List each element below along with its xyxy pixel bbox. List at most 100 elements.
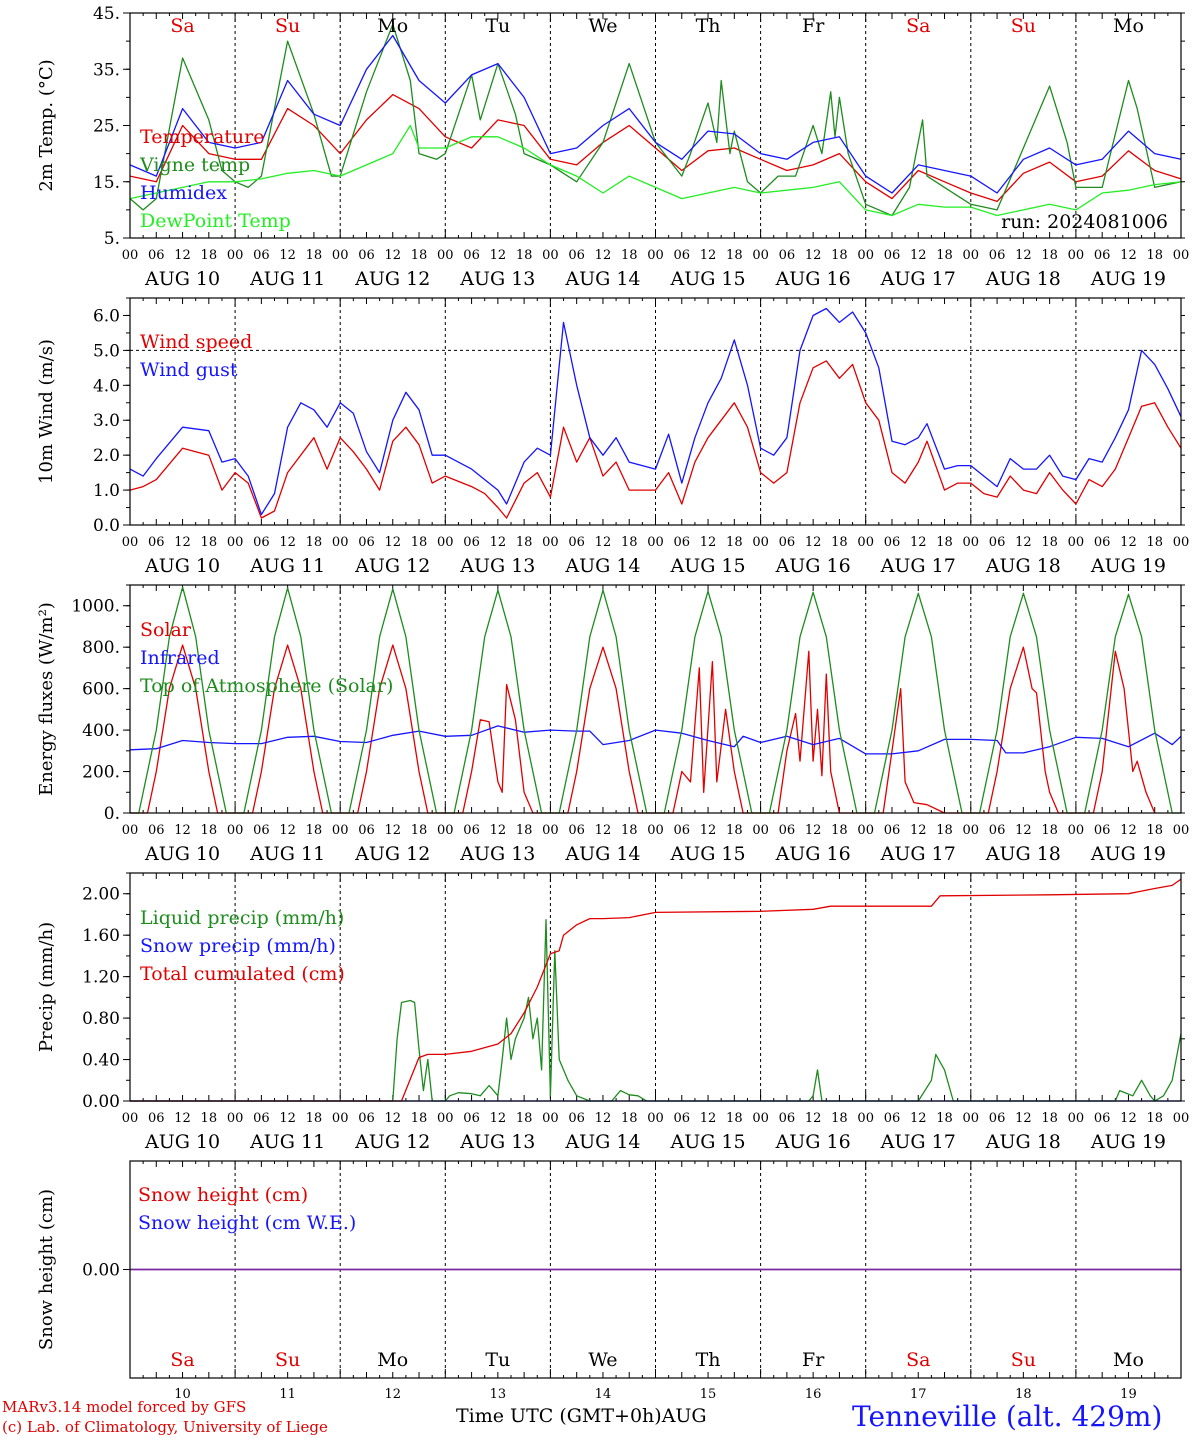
day-number-label: 12	[384, 1387, 401, 1402]
hour-tick-label: 12	[910, 823, 927, 838]
date-label: AUG 17	[880, 555, 956, 577]
hour-tick-label: 18	[936, 1111, 953, 1126]
series-line-wind-gust	[129, 307, 1182, 516]
date-label: AUG 16	[775, 268, 851, 290]
hour-tick-label: 18	[306, 535, 323, 550]
hour-tick-label: 00	[227, 535, 244, 550]
y-tick-label: 0.0	[93, 516, 120, 536]
hour-tick-label: 06	[358, 248, 375, 263]
date-label: AUG 15	[669, 555, 745, 577]
hour-tick-label: 18	[621, 535, 638, 550]
date-label: AUG 19	[1090, 555, 1166, 577]
hour-tick-label: 18	[726, 248, 743, 263]
hour-tick-label: 12	[910, 1111, 927, 1126]
hour-tick-label: 18	[936, 823, 953, 838]
hour-tick-label: 06	[779, 535, 796, 550]
y-axis-title: Energy fluxes (W/m²)	[36, 602, 57, 796]
hour-tick-label: 06	[253, 535, 270, 550]
hour-tick-label: 00	[752, 535, 769, 550]
hour-tick-label: 00	[963, 248, 980, 263]
hour-tick-label: 00	[752, 823, 769, 838]
hour-tick-label: 00	[332, 1111, 349, 1126]
hour-tick-label: 18	[831, 535, 848, 550]
series-line-dewpoint-temp	[129, 124, 1182, 217]
hour-tick-label: 12	[805, 535, 822, 550]
hour-tick-label: 06	[674, 823, 691, 838]
copyright-line: (c) Lab. of Climatology, University of L…	[2, 1418, 328, 1436]
legend-snow-height-cm-w-e: Snow height (cm W.E.)	[138, 1212, 356, 1234]
hour-tick-label: 12	[279, 535, 296, 550]
date-label: AUG 13	[459, 1131, 535, 1153]
day-number-label: 18	[1015, 1387, 1032, 1402]
legend-vigne-temp: Vigne temp	[139, 154, 250, 176]
hour-tick-label: 06	[463, 535, 480, 550]
hour-tick-label: 12	[910, 248, 927, 263]
hour-tick-label: 18	[1041, 535, 1058, 550]
hour-tick-label: 06	[148, 1111, 165, 1126]
date-label: AUG 14	[564, 843, 640, 865]
hour-tick-label: 12	[1015, 535, 1032, 550]
weekday-label-bottom: Su	[275, 1349, 300, 1371]
hour-tick-label: 18	[1041, 1111, 1058, 1126]
date-label: AUG 18	[985, 843, 1061, 865]
hour-tick-label: 00	[542, 1111, 559, 1126]
hour-tick-label: 18	[831, 823, 848, 838]
hour-tick-label: 18	[516, 823, 533, 838]
weekday-label-top: We	[588, 15, 617, 37]
legend-snow-precip-mm-h: Snow precip (mm/h)	[140, 935, 336, 957]
date-label: AUG 13	[459, 268, 535, 290]
date-label: AUG 19	[1090, 268, 1166, 290]
y-tick-label: 35.	[93, 60, 120, 80]
hour-tick-label: 18	[411, 535, 428, 550]
hour-tick-label: 00	[1173, 1111, 1190, 1126]
y-axis-title: Snow height (cm)	[36, 1189, 57, 1350]
hour-tick-label: 06	[779, 823, 796, 838]
y-tick-label: 5.0	[93, 341, 120, 361]
hour-tick-label: 18	[1146, 823, 1163, 838]
date-label: AUG 13	[459, 555, 535, 577]
hour-tick-label: 00	[1173, 535, 1190, 550]
legend-snow-height-cm: Snow height (cm)	[138, 1184, 308, 1206]
hour-tick-label: 12	[174, 248, 191, 263]
legend-infrared: Infrared	[140, 647, 220, 669]
date-label: AUG 15	[669, 843, 745, 865]
hour-tick-label: 00	[647, 535, 664, 550]
y-tick-label: 25.	[93, 117, 120, 137]
day-number-label: 17	[910, 1387, 927, 1402]
hour-tick-label: 18	[1041, 823, 1058, 838]
weekday-label-top: Mo	[1113, 15, 1144, 37]
hour-tick-label: 18	[621, 248, 638, 263]
hour-tick-label: 18	[411, 248, 428, 263]
y-tick-label: 0.00	[82, 1092, 120, 1112]
hour-tick-label: 12	[1120, 535, 1137, 550]
weekday-label-bottom: Su	[1011, 1349, 1036, 1371]
hour-tick-label: 12	[279, 823, 296, 838]
hour-tick-label: 18	[1146, 248, 1163, 263]
hour-tick-label: 06	[779, 248, 796, 263]
series-line-humidex	[129, 34, 1182, 194]
series-line-wind-speed	[129, 360, 1182, 519]
legend-dewpoint-temp: DewPoint Temp	[140, 210, 291, 232]
hour-tick-label: 00	[1173, 823, 1190, 838]
hour-tick-label: 00	[1068, 823, 1085, 838]
hour-tick-label: 12	[174, 535, 191, 550]
weekday-label-top: Tu	[485, 15, 510, 37]
date-label: AUG 18	[985, 1131, 1061, 1153]
hour-tick-label: 00	[647, 248, 664, 263]
hour-tick-label: 00	[437, 535, 454, 550]
hour-tick-label: 00	[857, 823, 874, 838]
hour-tick-label: 06	[884, 823, 901, 838]
hour-tick-label: 00	[122, 1111, 139, 1126]
y-axis-title: 10m Wind (m/s)	[36, 339, 57, 484]
hour-tick-label: 00	[963, 823, 980, 838]
date-label: AUG 10	[144, 268, 220, 290]
date-label: AUG 13	[459, 843, 535, 865]
y-axis-title: 2m Temp. (°C)	[36, 59, 57, 191]
date-label: AUG 10	[144, 843, 220, 865]
day-number-label: 15	[700, 1387, 717, 1402]
y-tick-label: 3.0	[93, 411, 120, 431]
hour-tick-label: 18	[201, 535, 218, 550]
y-tick-label: 15.	[93, 173, 120, 193]
date-label: AUG 12	[354, 555, 430, 577]
hour-tick-label: 12	[805, 1111, 822, 1126]
